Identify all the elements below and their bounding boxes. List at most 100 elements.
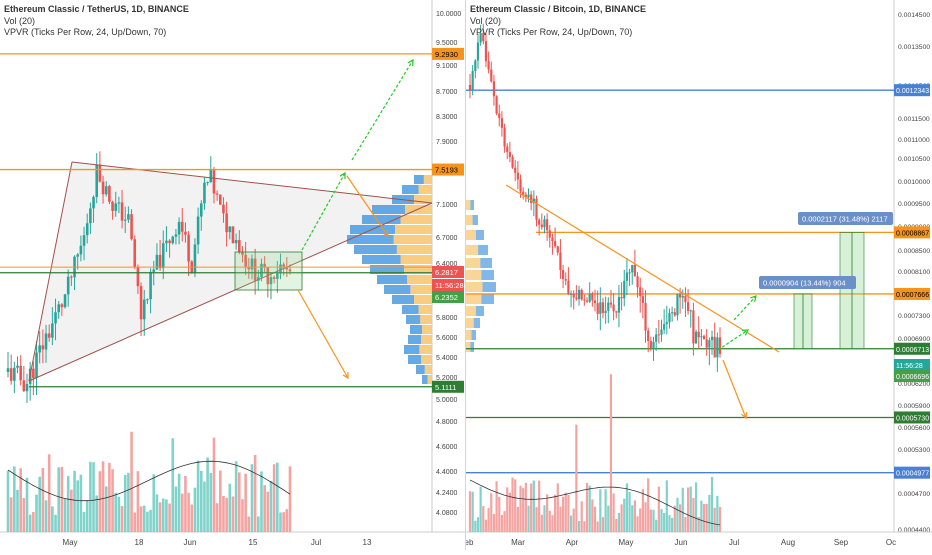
vp-bar-down (384, 285, 411, 294)
vp-bar-down (377, 275, 408, 284)
candle-body (203, 182, 206, 204)
volume-bar (79, 474, 83, 532)
y-tick-label: 4.8000 (436, 419, 458, 426)
y-tick-label: 0.0005600 (898, 425, 930, 432)
triangle-bottom-edge (28, 202, 433, 382)
candle-body (718, 337, 722, 354)
volume-bar (561, 496, 565, 532)
candle-body (596, 303, 599, 314)
vp-bar-down (402, 185, 419, 194)
volume-bar (38, 476, 41, 532)
volume-bar (136, 471, 140, 532)
candle-body (647, 330, 650, 341)
vp-bar-down (478, 245, 488, 255)
volume-bar (580, 501, 583, 532)
volume-bar (700, 500, 703, 532)
x-tick-label: Jul (729, 538, 739, 547)
candle-body (684, 295, 687, 303)
y-tick-label: 4.0800 (436, 510, 458, 517)
volume-bar (63, 498, 67, 532)
candle-body (495, 96, 498, 114)
volume-bar (569, 515, 573, 532)
volume-bar (260, 471, 263, 532)
volume-bar (98, 471, 102, 532)
volume-ma-line (469, 479, 721, 526)
chart-panel-etc-btc[interactable]: 0.00145000.00135000.00125000.00115000.00… (465, 0, 932, 550)
volume-bar (583, 521, 586, 532)
price-tag-label: 0.0006713 (896, 347, 929, 354)
candle-body (51, 323, 54, 338)
vp-bar-down (475, 230, 484, 240)
vp-bar-up (422, 325, 432, 334)
volume-bar (171, 438, 175, 532)
volume-bar (92, 462, 95, 532)
price-tag-bg (894, 411, 930, 424)
volume-bar (82, 512, 86, 532)
candle-body (136, 267, 140, 287)
volume-bar (16, 489, 19, 532)
y-tick-label: 0.0004700 (898, 491, 930, 498)
candle-body (215, 193, 219, 195)
volume-bar (636, 516, 639, 532)
vp-bar-up (421, 335, 432, 344)
volume-bar (130, 431, 133, 532)
y-tick-label: 0.0007300 (898, 313, 930, 320)
candle-body (120, 202, 124, 221)
volume-bar (101, 461, 105, 532)
candle-body (561, 270, 565, 280)
volume-bar (247, 516, 251, 532)
volume-bar (492, 514, 496, 532)
candle-body (279, 264, 282, 274)
volume-bar (663, 512, 666, 532)
volume-bar (41, 468, 45, 532)
vp-bar-up (396, 245, 432, 254)
y-tick-label: 5.0000 (436, 397, 458, 404)
volume-bar (572, 508, 575, 532)
volume-bar (288, 466, 292, 532)
y-tick-label: 5.2000 (436, 375, 458, 382)
candle-body (506, 146, 509, 153)
candle-body (686, 302, 690, 311)
candle-body (35, 352, 38, 379)
volume-bar (554, 494, 557, 532)
vp-bar-down (406, 315, 421, 324)
volume-bar (6, 470, 10, 532)
candle-body (19, 365, 22, 381)
volume-bar (108, 462, 111, 532)
chart-panel-etc-usdt[interactable]: 10.0000 9.5000 9.1000 8.7000 8.3000 7.9000 7.5… (0, 0, 466, 550)
y-tick-label: 0.0013500 (898, 44, 930, 51)
candle-body (639, 287, 642, 297)
volume-bar (633, 500, 636, 532)
candle-body (681, 295, 684, 298)
price-tag-bg (894, 287, 930, 300)
candle-body (196, 216, 200, 245)
volume-bar (203, 481, 206, 532)
volume-bar (263, 485, 266, 532)
candle-body (168, 240, 171, 244)
vp-bar-up (418, 305, 432, 314)
candle-body (257, 277, 260, 281)
volume-bar (60, 466, 64, 532)
volume-bar (57, 467, 60, 532)
volume-bar (161, 498, 165, 532)
vp-bar-down (470, 200, 474, 210)
volume-bar (679, 504, 682, 532)
price-tag-bg (894, 370, 930, 382)
candle-body (487, 61, 490, 70)
candle-body (673, 312, 676, 316)
volume-bar (476, 517, 480, 532)
price-tag-label: 9.2930 (435, 50, 458, 59)
volume-bar (76, 480, 80, 532)
volume-bar (500, 515, 504, 532)
vp-bar-up (466, 200, 471, 210)
etc-btc-chart[interactable]: 0.00145000.00135000.00125000.00115000.00… (465, 0, 932, 550)
x-tick-label: 18 (135, 538, 144, 547)
candle-body (540, 224, 543, 228)
candle-body (231, 226, 235, 244)
etc-usdt-chart[interactable]: 10.0000 9.5000 9.1000 8.7000 8.3000 7.9000 7.5… (0, 0, 466, 550)
candle-body (663, 324, 666, 330)
volume-bar (652, 509, 655, 532)
volume-bar (149, 509, 152, 532)
volume-bar (620, 504, 623, 532)
volume-bar (228, 483, 232, 532)
